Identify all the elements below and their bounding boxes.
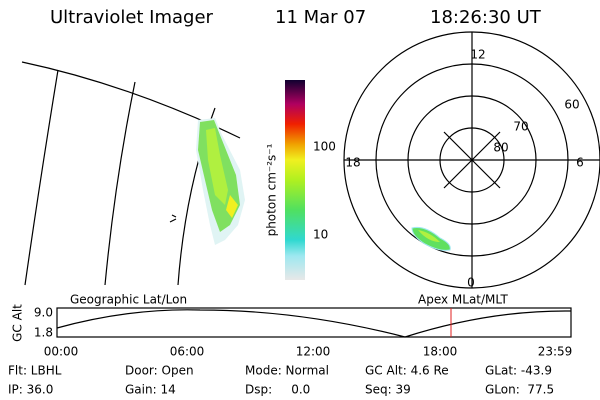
polar-label: 18 (345, 156, 360, 170)
colorbar-tick: 10 (313, 228, 328, 242)
x-tick-label: 23:59 (538, 345, 573, 359)
footer-field: GLon: 77.5 (485, 383, 554, 397)
polar-label: 0 (467, 276, 475, 290)
polar-label: 80 (493, 141, 508, 155)
x-tick-label: 18:00 (423, 345, 458, 359)
x-tick-label: 00:00 (44, 345, 79, 359)
title: Ultraviolet Imager (50, 7, 214, 28)
footer-field: Seq: 39 (365, 383, 411, 397)
polar-label: 60 (564, 98, 579, 112)
polar-label: 70 (513, 120, 528, 134)
footer-field: IP: 36.0 (8, 383, 53, 397)
axis-label: GC Alt (11, 304, 25, 342)
geo-map (21, 61, 245, 286)
colorbar (285, 80, 305, 280)
footer-field: Door: Open (125, 364, 194, 378)
y-tick-label: 9.0 (34, 306, 53, 320)
footer-field: Gain: 14 (125, 383, 176, 397)
orbit-label: Apex MLat/MLT (418, 293, 508, 307)
footer-field: Mode: Normal (245, 364, 329, 378)
x-tick-label: 06:00 (170, 345, 205, 359)
polar-label: 6 (576, 156, 584, 170)
footer: Flt: LBHL Door: Open Mode: Normal GC Alt: 4… (8, 364, 554, 397)
footer-field: GLat: -43.9 (485, 364, 552, 378)
orbit-plot (56, 307, 572, 338)
footer-field: Flt: LBHL (8, 364, 62, 378)
footer-field: GC Alt: 4.6 Re (365, 364, 449, 378)
orbit-label: Geographic Lat/Lon (70, 293, 187, 307)
time: 18:26:30 UT (430, 7, 542, 28)
polar-label: 12 (470, 48, 485, 62)
date: 11 Mar 07 (275, 7, 366, 28)
colorbar-label: photon cm⁻²s⁻¹ (265, 143, 279, 236)
polar-plot (343, 31, 600, 289)
colorbar-tick: 100 (313, 140, 336, 154)
y-tick-label: 1.8 (34, 326, 53, 340)
x-tick-label: 12:00 (296, 345, 331, 359)
footer-field: Dsp: 0.0 (245, 383, 310, 397)
